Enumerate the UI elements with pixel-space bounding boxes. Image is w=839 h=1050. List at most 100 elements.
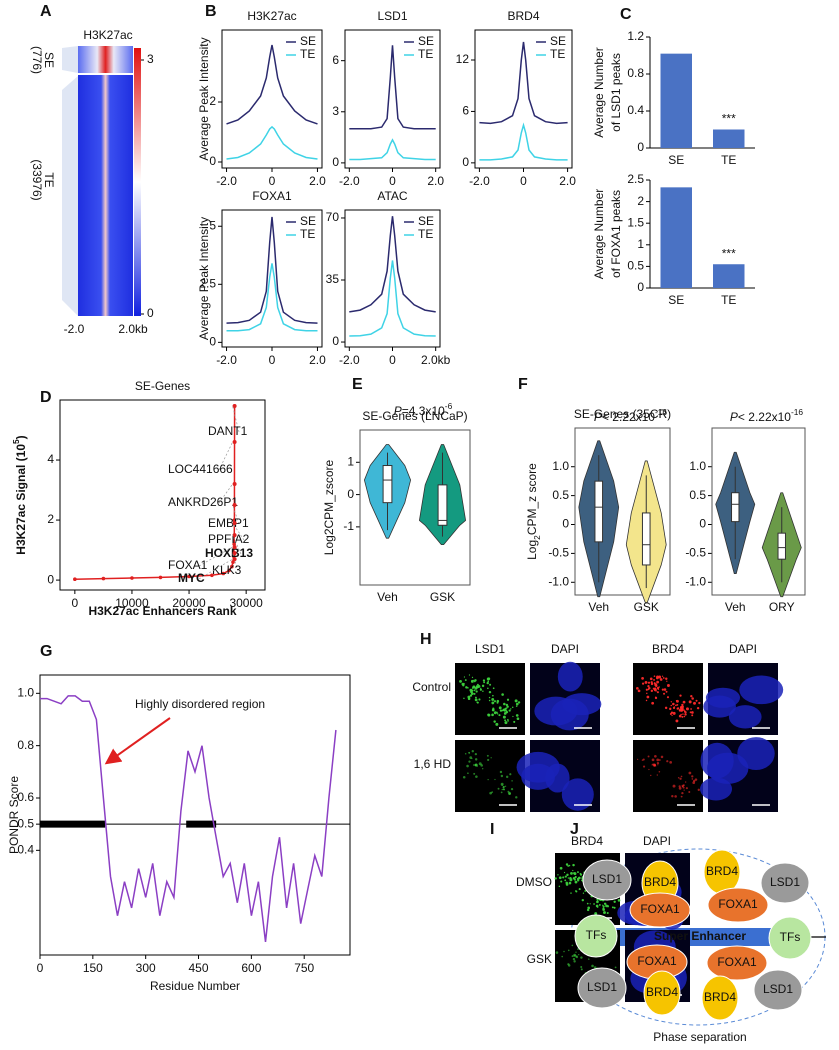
speckle — [602, 905, 605, 908]
speckle — [488, 699, 491, 702]
y-tick-label: 1 — [637, 237, 644, 251]
speckle — [598, 904, 601, 906]
speckle — [663, 688, 667, 691]
speckle — [680, 775, 683, 778]
speckle — [472, 764, 475, 766]
speckle — [672, 706, 676, 710]
y-tick-label: 0 — [699, 517, 706, 531]
te-bracket — [62, 76, 78, 316]
column-label: BRD4 — [571, 834, 603, 848]
speckle — [515, 705, 518, 707]
x-tick-label: 2.0 — [309, 353, 326, 367]
speckle — [672, 702, 675, 706]
label-leader — [232, 405, 240, 433]
y-tick-label: 0 — [637, 280, 644, 294]
speckle — [653, 675, 656, 677]
protein-node — [577, 967, 627, 1009]
speckle — [683, 715, 686, 718]
point-label: KLK3 — [212, 563, 242, 577]
speckle — [572, 863, 575, 867]
speckle — [498, 706, 502, 710]
speckle — [492, 694, 494, 697]
nucleus — [700, 777, 733, 801]
speckle — [642, 758, 645, 761]
p-value-part: P — [594, 410, 602, 424]
speckle — [654, 688, 656, 690]
chart-title: SE-Genes — [135, 379, 190, 393]
row-label: DMSO — [516, 875, 552, 889]
significance: *** — [722, 112, 736, 126]
y-tick-label: -1.0 — [685, 574, 706, 588]
speckle — [650, 689, 654, 693]
se-bracket — [62, 46, 78, 73]
speckle — [666, 760, 669, 763]
speckle — [637, 689, 641, 693]
speckle — [482, 690, 484, 692]
protein-label: LSD1 — [770, 875, 800, 889]
speckle — [560, 880, 563, 883]
y-tick-label: 1.0 — [689, 459, 706, 473]
protein-node — [574, 914, 618, 958]
speckle — [644, 680, 648, 684]
column-label: DAPI — [643, 834, 671, 848]
speckle — [656, 758, 660, 762]
speckle — [501, 693, 504, 696]
speckle — [464, 752, 467, 755]
x-tick-label: 2.0 — [309, 174, 326, 188]
x-tick-label: 2.0 — [427, 174, 444, 188]
speckle — [571, 944, 574, 947]
speckle — [459, 679, 462, 683]
speckle — [471, 689, 474, 692]
speckle — [650, 682, 654, 686]
micrograph — [633, 663, 703, 735]
y-tick-label: 0 — [462, 155, 469, 169]
label-leader — [232, 552, 239, 572]
speckle — [685, 787, 688, 790]
speckle — [491, 708, 495, 712]
labelled-point — [232, 521, 237, 526]
speckle — [593, 903, 595, 905]
y-tick-label: 0.8 — [627, 66, 644, 80]
speckle — [646, 695, 650, 699]
x-axis-label: Residue Number — [150, 979, 240, 993]
protein-node — [701, 975, 739, 1021]
speckle — [672, 711, 676, 715]
protein-node — [760, 862, 810, 904]
point-label: DANT1 — [208, 424, 248, 438]
p-value: P< 2.22x10-16 — [730, 407, 804, 424]
point-label: LOC441666 — [168, 462, 233, 476]
speckle — [675, 704, 677, 707]
speckle — [594, 912, 598, 916]
speckle — [509, 773, 512, 776]
annotation-arrow — [104, 717, 171, 765]
speckle — [516, 717, 520, 721]
label-leader — [198, 546, 233, 567]
speckle — [694, 778, 698, 781]
speckle — [569, 877, 572, 880]
box — [641, 512, 651, 566]
speckle — [691, 711, 694, 714]
y-axis-label-part: H3K27ac Signal (10 — [14, 444, 28, 555]
point — [227, 568, 231, 573]
speckle — [680, 705, 683, 709]
speckle — [691, 775, 694, 778]
bar — [713, 129, 745, 148]
speckle — [563, 950, 565, 953]
y-tick-label: 0 — [347, 487, 354, 501]
chart-title: SE-Genes (35CR) — [574, 407, 671, 421]
speckle — [682, 784, 685, 787]
speckle — [654, 754, 657, 758]
speckle — [651, 758, 655, 762]
speckle — [490, 757, 492, 759]
legend-label: SE — [418, 34, 434, 48]
chart-title: LSD1 — [377, 9, 407, 23]
speckle — [691, 697, 694, 700]
speckle — [476, 701, 479, 704]
speckle — [515, 796, 518, 799]
speckle — [473, 772, 476, 775]
speckle — [688, 700, 692, 704]
protein-node — [629, 892, 691, 928]
speckle — [502, 715, 506, 719]
speckle — [680, 795, 683, 798]
y-axis-label-part: 2 — [532, 535, 542, 540]
